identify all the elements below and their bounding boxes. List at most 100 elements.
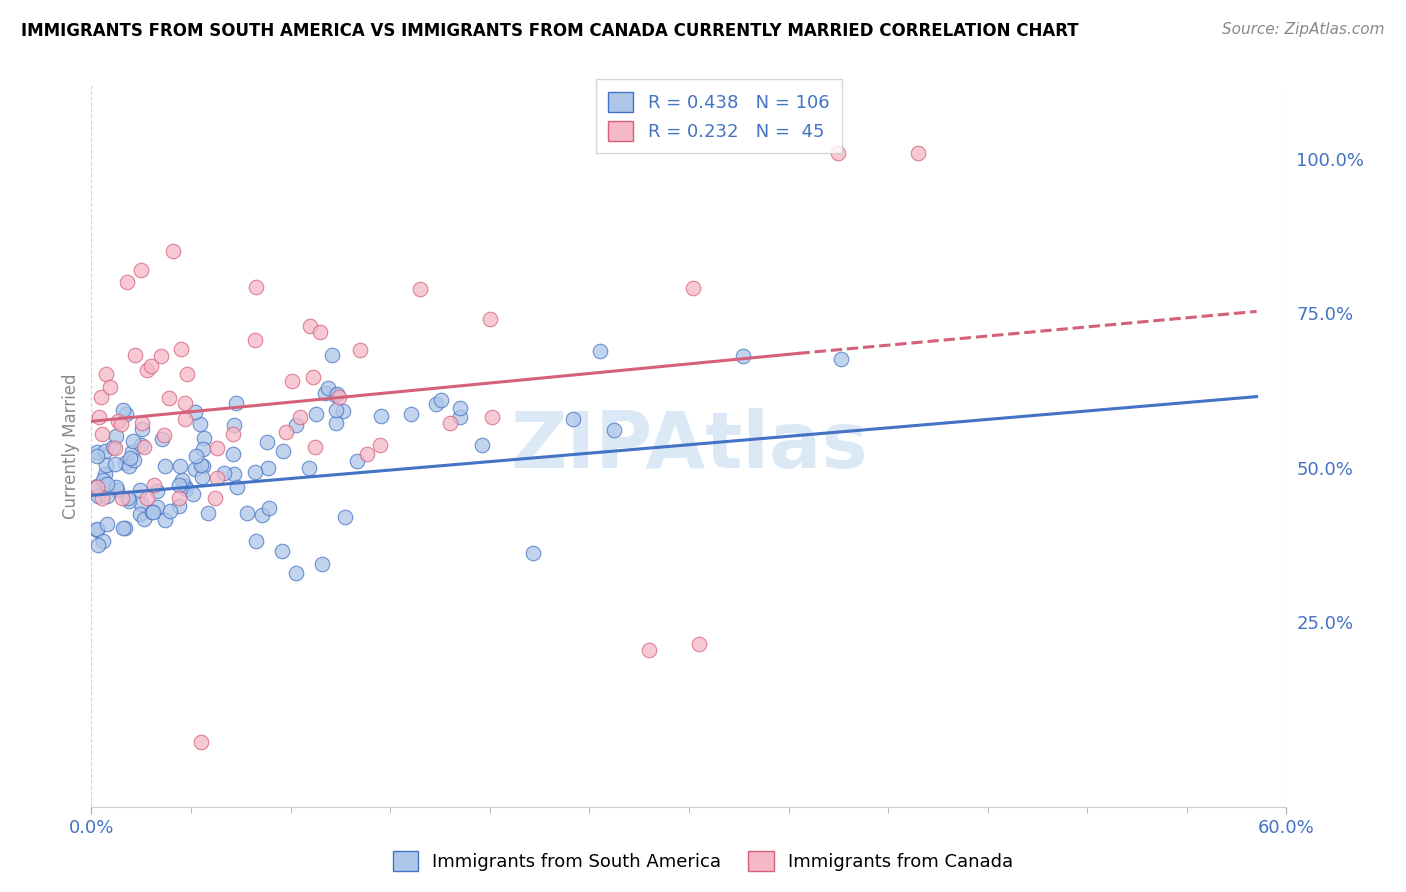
Point <box>176 367 198 381</box>
Point <box>561 412 583 426</box>
Point <box>167 499 190 513</box>
Point <box>190 735 212 749</box>
Point <box>349 343 371 358</box>
Point <box>131 416 153 430</box>
Point <box>276 425 298 439</box>
Point <box>174 396 197 410</box>
Point <box>162 244 184 259</box>
Point <box>271 443 294 458</box>
Point <box>309 325 332 339</box>
Point <box>356 447 378 461</box>
Point <box>288 410 311 425</box>
Point <box>181 486 204 500</box>
Point <box>112 521 135 535</box>
Point <box>316 381 339 395</box>
Point <box>112 403 135 417</box>
Point <box>129 498 152 512</box>
Point <box>128 483 150 497</box>
Point <box>96 517 118 532</box>
Point <box>159 504 181 518</box>
Point <box>90 427 112 442</box>
Point <box>131 422 153 436</box>
Point <box>222 418 245 433</box>
Point <box>191 459 214 474</box>
Point <box>103 457 125 471</box>
Point <box>190 470 212 484</box>
Point <box>136 363 159 377</box>
Point <box>827 145 849 160</box>
Point <box>141 506 163 520</box>
Point <box>86 523 108 537</box>
Point <box>170 473 193 487</box>
Point <box>193 442 215 456</box>
Point <box>305 407 328 421</box>
Point <box>149 349 172 363</box>
Point <box>114 521 136 535</box>
Point <box>105 483 128 497</box>
Point <box>243 466 266 480</box>
Point <box>429 393 451 408</box>
Point <box>425 397 447 411</box>
Point <box>91 534 114 549</box>
Point <box>118 494 141 508</box>
Point <box>589 343 612 358</box>
Point <box>449 410 471 425</box>
Point <box>471 438 494 452</box>
Point <box>121 445 143 459</box>
Point <box>86 522 108 536</box>
Point <box>86 445 108 459</box>
Point <box>184 405 207 419</box>
Point <box>522 546 544 560</box>
Point <box>107 414 129 428</box>
Point <box>91 491 114 506</box>
Point <box>325 403 347 417</box>
Point <box>304 440 326 454</box>
Point <box>481 410 503 425</box>
Text: IMMIGRANTS FROM SOUTH AMERICA VS IMMIGRANTS FROM CANADA CURRENTLY MARRIED CORREL: IMMIGRANTS FROM SOUTH AMERICA VS IMMIGRA… <box>21 22 1078 40</box>
Point <box>120 451 142 466</box>
Point <box>89 409 111 424</box>
Point <box>245 534 267 549</box>
Point <box>105 480 128 494</box>
Point <box>285 566 308 580</box>
Point <box>91 473 114 487</box>
Point <box>236 506 259 520</box>
Point <box>207 441 229 455</box>
Point <box>118 459 141 474</box>
Point <box>128 507 150 521</box>
Point <box>323 388 346 402</box>
Point <box>243 333 266 347</box>
Point <box>370 409 392 423</box>
Point <box>204 491 226 506</box>
Point <box>731 349 754 363</box>
Y-axis label: Currently Married: Currently Married <box>62 373 80 519</box>
Point <box>153 459 176 474</box>
Point <box>150 432 173 446</box>
Point <box>135 491 157 506</box>
Point <box>409 281 432 295</box>
Point <box>146 500 169 515</box>
Point <box>132 440 155 454</box>
Point <box>449 401 471 415</box>
Point <box>184 462 207 476</box>
Point <box>346 453 368 467</box>
Point <box>104 429 127 443</box>
Point <box>311 557 333 571</box>
Point <box>270 543 292 558</box>
Point <box>86 478 108 492</box>
Point <box>173 412 195 426</box>
Point <box>197 506 219 520</box>
Point <box>682 281 704 295</box>
Point <box>86 449 108 463</box>
Point <box>115 276 138 290</box>
Point <box>98 380 121 394</box>
Point <box>638 642 661 657</box>
Point <box>143 477 166 491</box>
Point <box>132 512 155 526</box>
Point <box>830 351 852 366</box>
Point <box>688 637 710 651</box>
Point <box>439 417 461 431</box>
Point <box>141 505 163 519</box>
Point <box>157 392 180 406</box>
Point <box>314 385 336 400</box>
